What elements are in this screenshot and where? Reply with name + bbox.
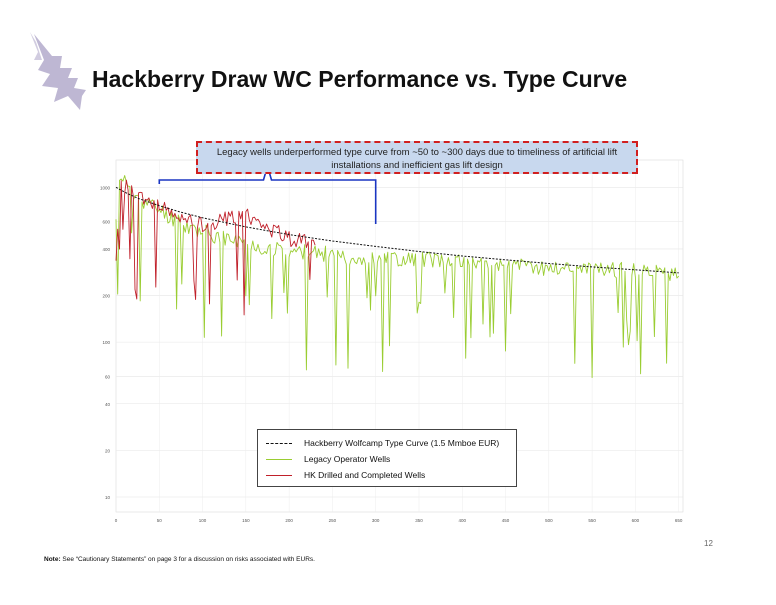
y-tick-label: 200 <box>102 294 110 299</box>
y-tick-label: 600 <box>102 220 110 225</box>
y-tick-label: 40 <box>105 402 111 407</box>
x-tick-label: 0 <box>115 518 118 523</box>
legend-swatch-type-curve <box>266 442 292 444</box>
x-tick-label: 500 <box>545 518 553 523</box>
logo-feather-shape <box>30 32 42 60</box>
y-tick-label: 400 <box>102 247 110 252</box>
x-tick-label: 50 <box>157 518 163 523</box>
y-tick-label: 1000 <box>100 185 111 190</box>
y-tick-label: 60 <box>105 374 111 379</box>
x-tick-label: 300 <box>372 518 380 523</box>
x-tick-label: 650 <box>675 518 683 523</box>
x-tick-label: 150 <box>242 518 250 523</box>
legend-label-legacy: Legacy Operator Wells <box>304 454 391 464</box>
callout-text: Legacy wells underperformed type curve f… <box>216 147 618 171</box>
legend-swatch-hk <box>266 474 292 476</box>
page-number: 12 <box>704 539 713 548</box>
x-tick-label: 400 <box>459 518 467 523</box>
x-tick-label: 550 <box>588 518 596 523</box>
slide-title: Hackberry Draw WC Performance vs. Type C… <box>92 66 628 92</box>
x-tick-label: 350 <box>415 518 423 523</box>
legend-label-type-curve: Hackberry Wolfcamp Type Curve (1.5 Mmboe… <box>304 438 500 448</box>
legend-item-hk: HK Drilled and Completed Wells <box>266 467 508 483</box>
chart-legend: Hackberry Wolfcamp Type Curve (1.5 Mmboe… <box>257 429 517 487</box>
series-line-hk-drilled-completed-wells <box>115 179 316 316</box>
y-tick-label: 100 <box>102 340 110 345</box>
legend-item-type-curve: Hackberry Wolfcamp Type Curve (1.5 Mmboe… <box>266 435 508 451</box>
series-layer <box>115 175 680 379</box>
y-tick-label: 10 <box>105 495 111 500</box>
legend-item-legacy: Legacy Operator Wells <box>266 451 508 467</box>
y-tick-label: 20 <box>105 448 111 453</box>
hawk-logo-icon <box>30 32 86 110</box>
series-line-type-curve <box>115 186 679 274</box>
x-tick-label: 100 <box>199 518 207 523</box>
legend-swatch-legacy <box>266 458 292 460</box>
x-tick-label: 450 <box>502 518 510 523</box>
x-tick-label: 200 <box>285 518 293 523</box>
x-tick-label: 250 <box>329 518 337 523</box>
callout-box: Legacy wells underperformed type curve f… <box>196 141 638 174</box>
x-tick-label: 600 <box>632 518 640 523</box>
footnote: Note: See “Cautionary Statements” on pag… <box>44 556 315 563</box>
axis-layer: 10 20 40 60 100 200 400 600 1000 0 50 100 150 200 250 3… <box>100 185 683 523</box>
series-line-legacy-operator-wells <box>115 175 680 379</box>
footnote-prefix: Note: <box>44 556 61 563</box>
footnote-text: See “Cautionary Statements” on page 3 fo… <box>62 556 315 563</box>
legend-label-hk: HK Drilled and Completed Wells <box>304 470 426 480</box>
logo-wing-shape <box>34 34 86 110</box>
